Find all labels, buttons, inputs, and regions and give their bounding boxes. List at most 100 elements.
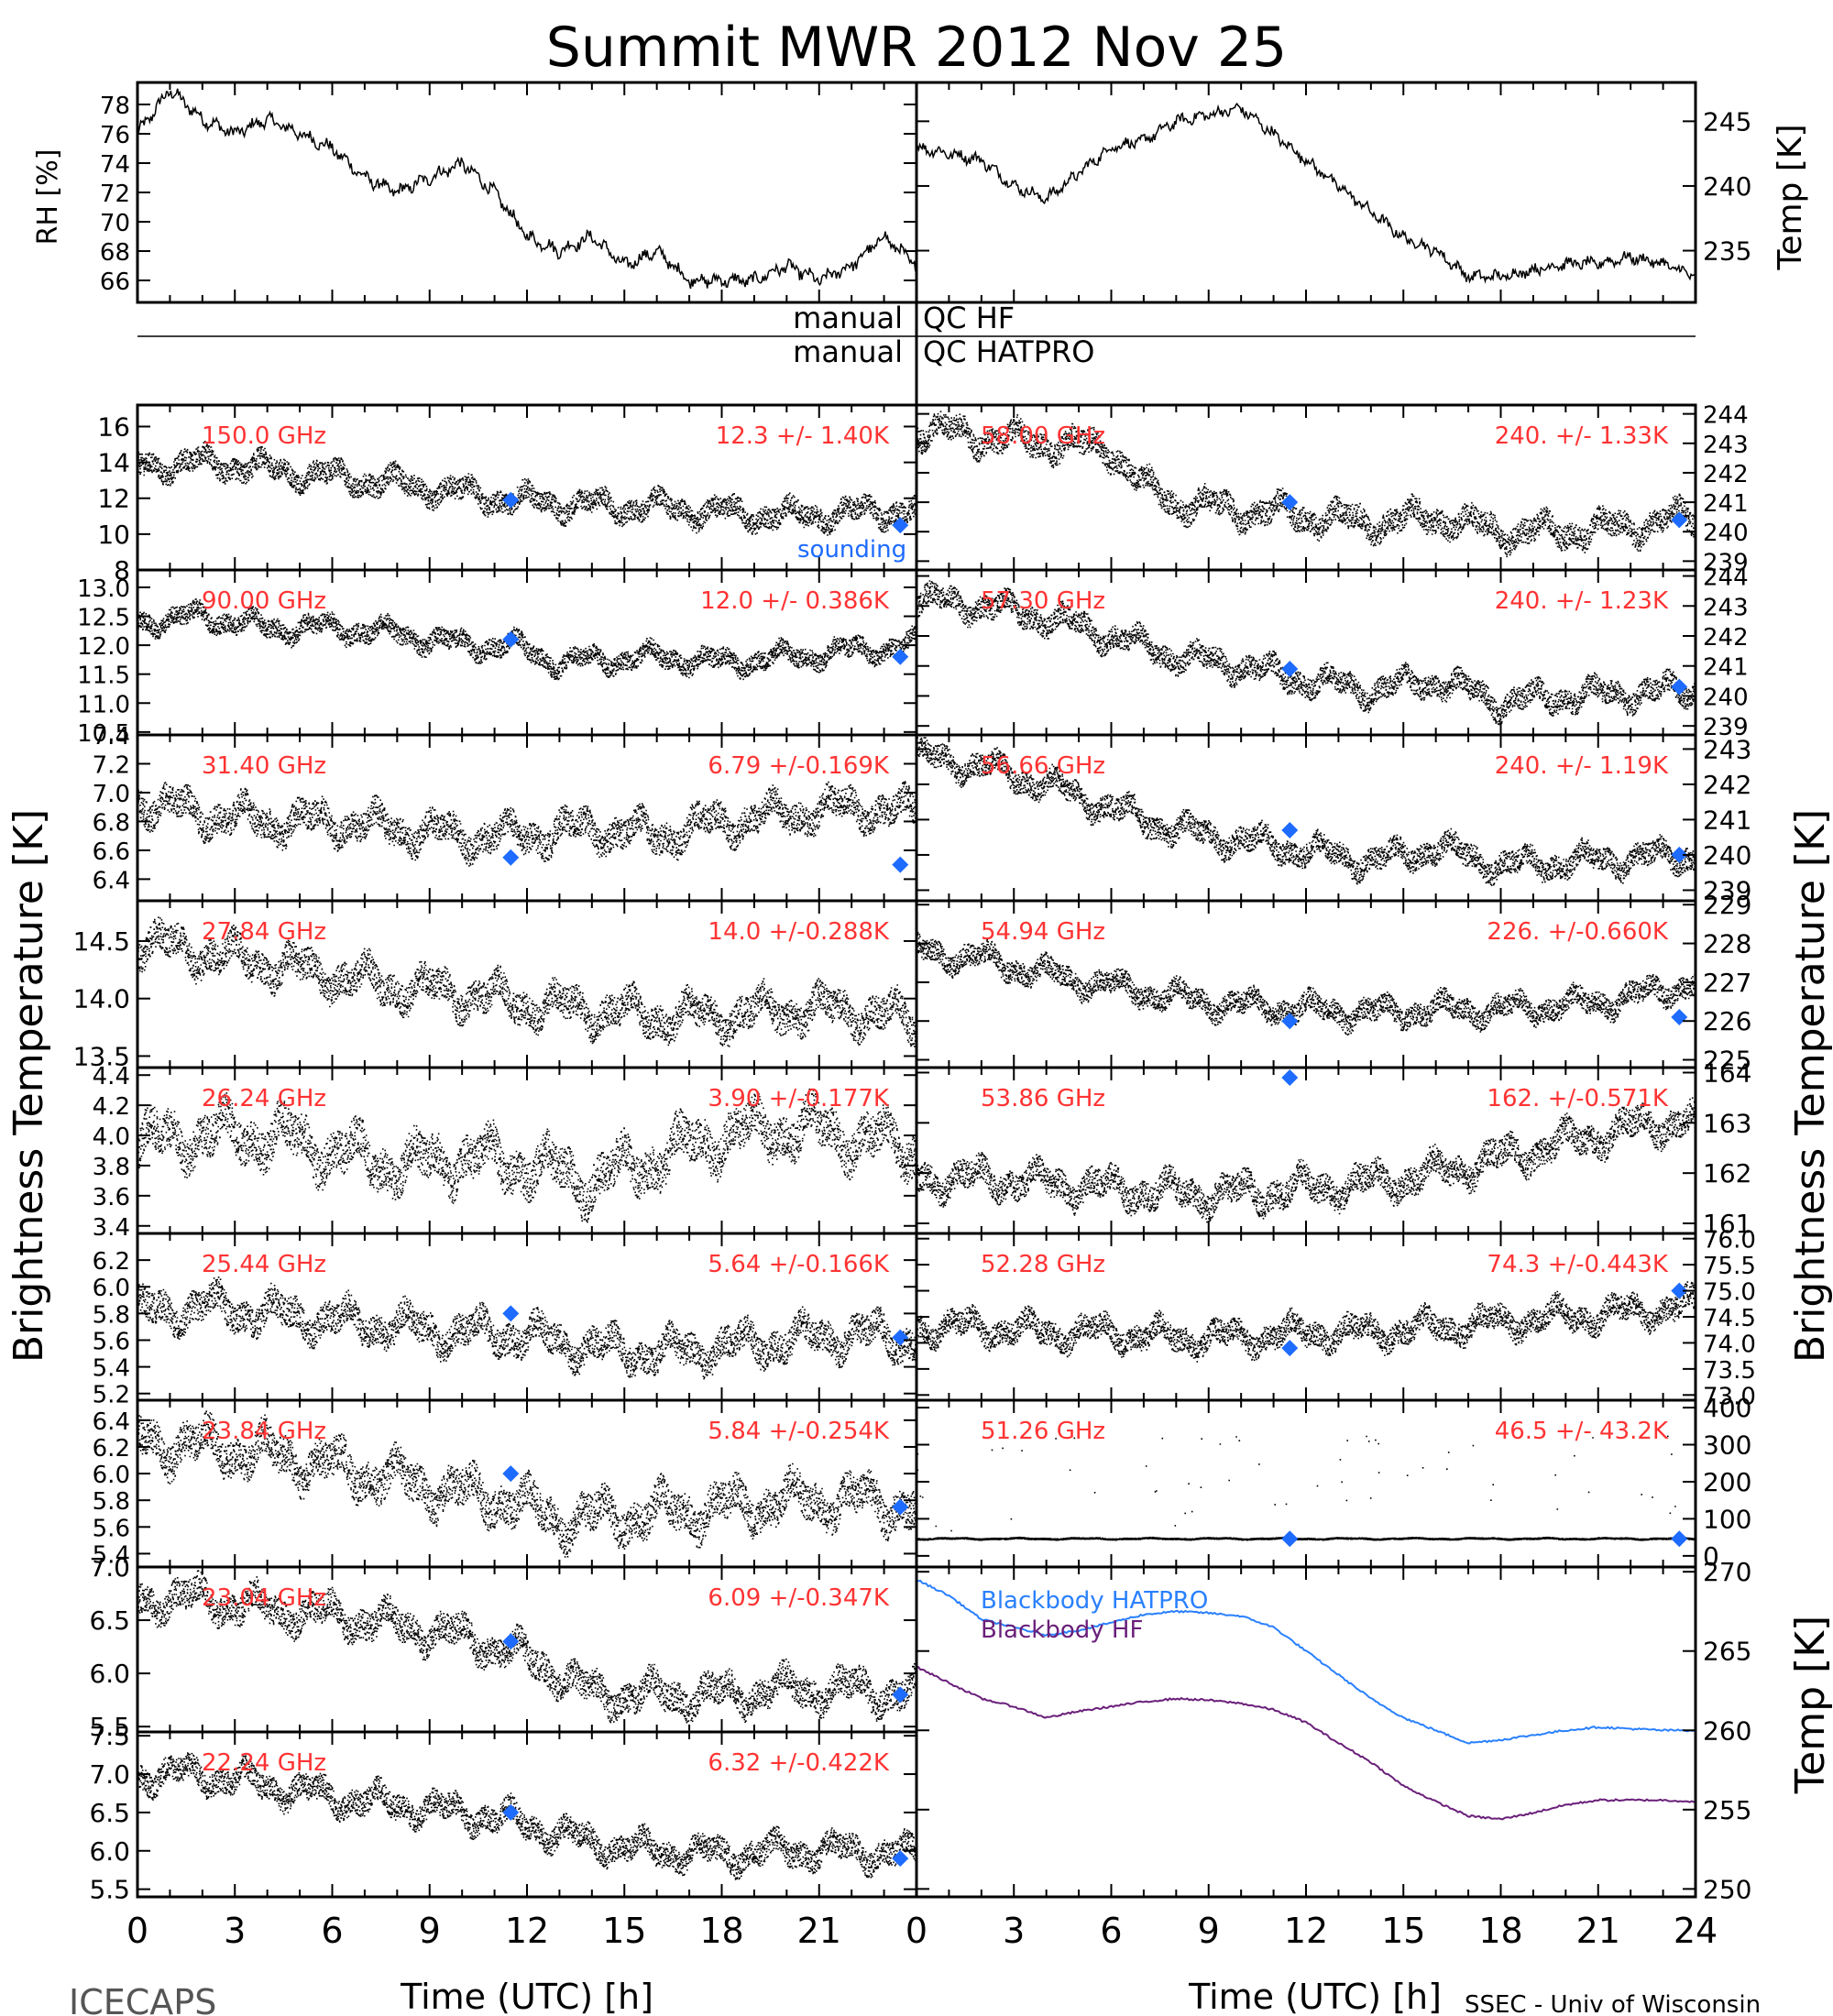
y-tick-label: 5.6	[93, 1328, 130, 1355]
y-tick-label: 3.6	[93, 1184, 130, 1211]
channel-panel: 13.5 14.0 14.5 27.84 GHz 14.0 +/-0.288K	[73, 899, 918, 1071]
channel-panel: 0 100 200 300 400 51.26 GHz 46.5 +/- 43.2K	[915, 1393, 1751, 1572]
sounding-marker	[892, 856, 909, 873]
y-tick-label: 7.0	[89, 1552, 130, 1583]
qc-hatpro-label: QC HATPRO	[923, 334, 1094, 369]
y-tick-label: 4.0	[93, 1123, 130, 1151]
y-tick-label: 5.4	[93, 1541, 130, 1569]
channel-stats: 14.0 +/-0.288K	[708, 918, 890, 946]
channel-stats: 46.5 +/- 43.2K	[1495, 1418, 1669, 1445]
y-tick-label: 13.0	[77, 575, 130, 603]
sounding-marker	[892, 648, 909, 665]
y-tick-label: 240	[1703, 520, 1749, 547]
y-tick-label: 6.5	[89, 1798, 130, 1828]
x-tick-label: 18	[1478, 1911, 1522, 1951]
y-tick-label: 163	[1703, 1108, 1751, 1138]
sounding-marker	[1281, 1340, 1299, 1357]
channel-stats: 6.09 +/-0.347K	[708, 1584, 890, 1612]
page-title: Summit MWR 2012 Nov 25	[546, 16, 1287, 80]
y-tick-label: 161	[1703, 1209, 1751, 1239]
y-tick-label: 75.5	[1703, 1253, 1756, 1280]
x-tick-label: 3	[1003, 1911, 1025, 1951]
sounding-marker	[1281, 661, 1299, 677]
channel-panel: 5.5 6.0 6.5 7.0 23.04 GHz 6.09 +/-0.347K	[89, 1552, 918, 1742]
sounding-marker	[502, 1465, 520, 1483]
y-tick-label: 6.8	[93, 809, 130, 837]
tb-axis-label-left: Brightness Temperature [K]	[5, 809, 52, 1363]
sounding-marker	[1671, 1282, 1688, 1299]
y-tick-label: 66	[100, 268, 130, 296]
tb-axis-label-right: Brightness Temperature [K]	[1787, 809, 1833, 1363]
y-tick-label: 270	[1703, 1557, 1751, 1587]
channel-label: 23.04 GHz	[202, 1584, 326, 1612]
panel-bg	[137, 1068, 916, 1233]
channel-label: 90.00 GHz	[202, 587, 326, 615]
y-tick-label: 265	[1703, 1637, 1751, 1667]
channel-label: 150.0 GHz	[202, 422, 326, 450]
x-tick-label: 12	[505, 1911, 549, 1951]
rh-series	[137, 88, 917, 290]
channel-panel: 161 162 163 164 53.86 GHz 162. +/-0.571K	[915, 1057, 1751, 1239]
channel-label: 58.00 GHz	[981, 422, 1105, 450]
sounding-marker	[502, 1305, 520, 1322]
x-tick-label: 0	[906, 1911, 927, 1951]
y-tick-label: 239	[1703, 549, 1749, 576]
y-tick-label: 227	[1703, 968, 1751, 998]
x-tick-label: 9	[1198, 1911, 1220, 1951]
sounding-marker	[892, 1686, 909, 1704]
panel-bg	[916, 901, 1696, 1068]
y-tick-label: 12.5	[77, 605, 130, 632]
blackbody-series	[916, 1579, 1696, 1745]
y-tick-label: 6.4	[93, 867, 130, 894]
channel-panel: 3.4 3.6 3.8 4.04.2 4.4 26.24 GHz 3.90 +/-0.177…	[93, 1063, 918, 1242]
spike-points	[916, 1435, 1676, 1532]
y-tick-label: 243	[1703, 734, 1751, 764]
y-tick-label: 5.8	[93, 1301, 130, 1329]
xlabel-right: Time (UTC) [h]	[1188, 1977, 1442, 2016]
y-tick-label: 16	[97, 411, 130, 442]
x-tick-label: 15	[602, 1911, 646, 1951]
y-tick-label: 12	[97, 484, 130, 514]
y-tick-label: 6.6	[93, 838, 130, 866]
y-tick-label: 3.4	[93, 1214, 130, 1242]
y-tick-label: 70	[100, 210, 130, 237]
sounding-marker	[502, 630, 520, 648]
data-points	[137, 1570, 916, 1724]
y-tick-label: 11.0	[77, 691, 130, 718]
y-tick-label: 6.2	[93, 1435, 130, 1463]
panel-bg	[137, 1233, 916, 1400]
y-tick-label: 242	[1703, 770, 1751, 800]
channel-label: 31.40 GHz	[202, 752, 326, 780]
sounding-marker	[502, 1633, 520, 1650]
y-tick-label: 3.8	[93, 1154, 130, 1181]
blackbody-series	[916, 1666, 1696, 1821]
y-tick-label: 6.0	[93, 1462, 130, 1489]
channel-stats: 6.79 +/-0.169K	[708, 752, 890, 780]
channel-stats: 5.84 +/-0.254K	[708, 1418, 890, 1445]
y-tick-label: 242	[1703, 461, 1749, 488]
rh-axis-label: RH [%]	[32, 149, 64, 246]
channel-stats: 12.3 +/- 1.40K	[716, 422, 890, 450]
y-tick-label: 242	[1703, 624, 1749, 652]
y-tick-label: 4.4	[93, 1063, 130, 1090]
y-tick-label: 6.0	[89, 1659, 130, 1689]
sounding-marker	[1671, 511, 1688, 529]
y-tick-label: 162	[1703, 1158, 1751, 1189]
y-tick-label: 7.4	[93, 723, 130, 751]
y-tick-label: 5.4	[93, 1355, 130, 1383]
data-points	[916, 580, 1696, 726]
y-tick-label: 241	[1703, 654, 1749, 682]
sounding-marker	[1671, 846, 1688, 863]
channel-stats: 74.3 +/-0.443K	[1487, 1251, 1669, 1278]
y-tick-label: 243	[1703, 594, 1749, 621]
sounding-marker	[1281, 1530, 1299, 1548]
channel-panel: 5.5 6.0 6.5 7.0 7.5 22.24 GHz 6.32 +/-0.422K	[89, 1721, 918, 1905]
x-tick-label: 3	[224, 1911, 246, 1951]
xlabel-left: Time (UTC) [h]	[400, 1977, 653, 2016]
channel-panel: 225 226 227 228 229 54.94 GHz 226. +/-0.660K	[915, 890, 1751, 1076]
temp-axis-label-top: Temp [K]	[1772, 124, 1809, 270]
sounding-marker	[1671, 1530, 1688, 1548]
x-tick-label: 6	[321, 1911, 343, 1951]
